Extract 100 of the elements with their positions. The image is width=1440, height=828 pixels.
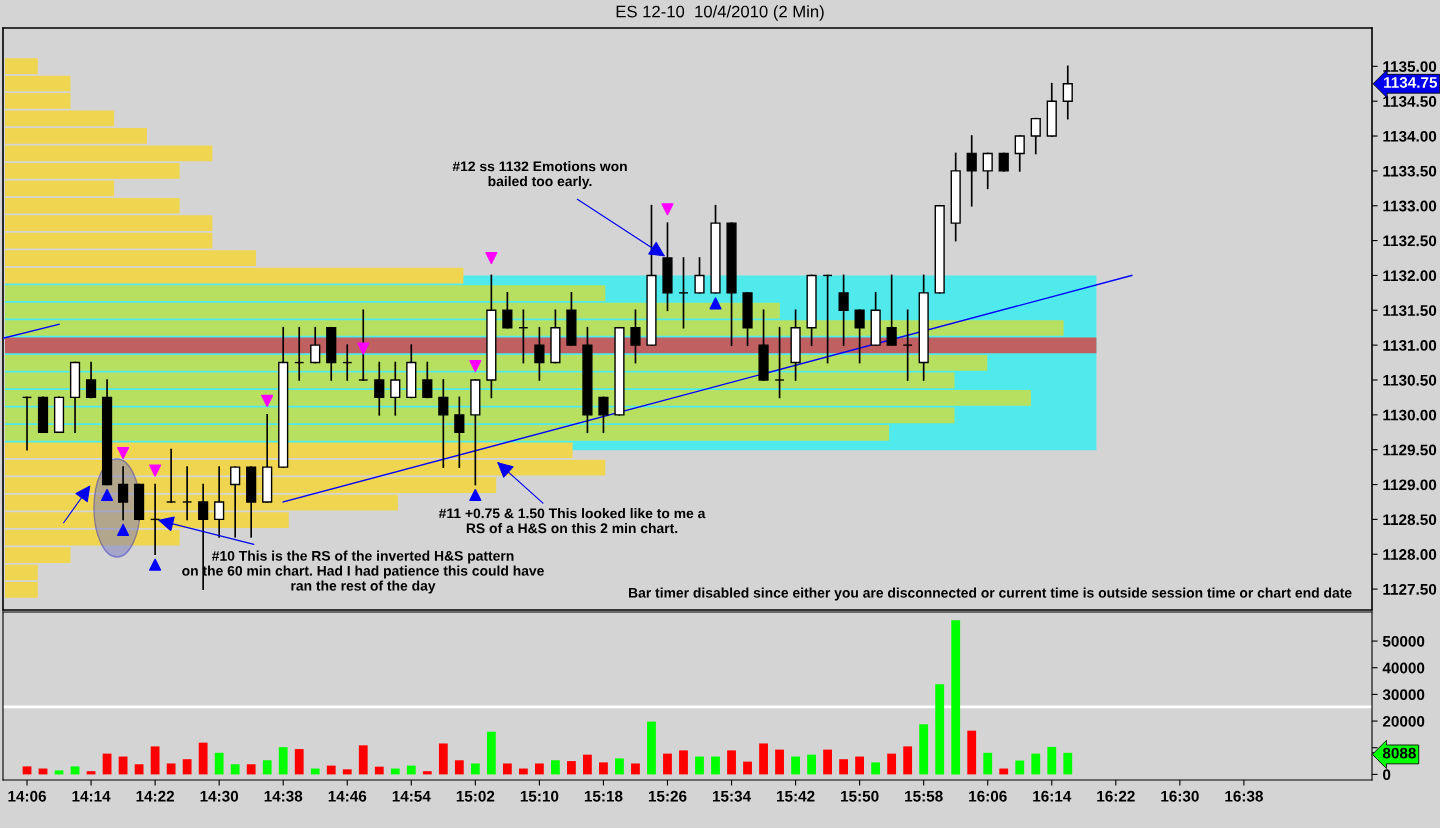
y-tick-label: 1130.50 [1383, 374, 1437, 386]
y-tick-label: 1128.00 [1383, 549, 1437, 560]
annotation: Bar timer disabled since either you are disconnected or current time is outside session time or chart end date [629, 587, 1352, 601]
bar [182, 759, 192, 775]
bar [246, 764, 256, 775]
x-tick-label: 15:34 [712, 790, 751, 802]
x-tick-label: 14:54 [392, 790, 431, 802]
bar [502, 763, 512, 775]
point [469, 488, 482, 502]
y-tick-label: 1133.50 [1383, 165, 1437, 177]
bar [214, 752, 224, 775]
x-tick-label: 14:30 [200, 790, 239, 802]
bar [230, 764, 240, 775]
bar [1015, 760, 1025, 775]
y-tick-label: 1129.50 [1383, 444, 1437, 456]
candlestick [374, 361, 385, 416]
x-tick-label: 15:50 [841, 790, 879, 802]
y-tick-label: 1130.00 [1383, 409, 1437, 421]
candlestick [630, 309, 641, 364]
candlestick [85, 361, 97, 399]
bar [486, 731, 496, 775]
candlestick [982, 152, 993, 190]
y-tick-label: 8088 [1382, 747, 1416, 759]
y-tick-label: 30000 [1382, 689, 1425, 701]
x-tick-label: 14:14 [72, 790, 111, 802]
chart-title: ES 12-10 10/4/2010 (2 Min) [616, 5, 824, 21]
candlestick [838, 274, 849, 346]
candlestick [902, 309, 913, 381]
candlestick [1030, 117, 1041, 155]
x-tick-label: 15:02 [456, 790, 495, 802]
bar [791, 756, 800, 775]
x-tick-label: 14:38 [264, 790, 303, 802]
bar [358, 745, 368, 775]
bar [551, 760, 560, 775]
candlestick [166, 448, 177, 503]
bar [454, 760, 464, 775]
point [149, 558, 162, 571]
x-tick-label: 16:30 [1161, 790, 1199, 802]
bar [871, 762, 881, 775]
bar [695, 756, 704, 775]
bar [5, 529, 180, 546]
bar [5, 564, 38, 581]
x-tick-label: 14:06 [8, 790, 46, 802]
y-tick-label: 1135.00 [1383, 61, 1437, 73]
bar [54, 770, 64, 775]
x-tick-label: 14:22 [136, 790, 175, 802]
candlestick [182, 466, 193, 521]
annotation: #12 ss 1132 Emotions won bailed too early. [452, 161, 627, 189]
point [149, 464, 162, 477]
bar [599, 762, 608, 775]
bar [1047, 746, 1057, 775]
x-tick-label: 15:58 [905, 790, 943, 802]
bar [967, 730, 977, 775]
y-tick-label: 1131.50 [1383, 305, 1437, 316]
bar [711, 756, 720, 775]
bar [807, 754, 816, 775]
bar [150, 746, 160, 775]
bar [663, 753, 672, 775]
bar [775, 749, 784, 775]
y-tick-label: 1132.00 [1383, 270, 1437, 282]
candlestick [214, 466, 225, 538]
candlestick [502, 292, 513, 329]
bar [22, 766, 32, 775]
bar [5, 547, 71, 563]
x-tick-label: 15:42 [777, 790, 815, 802]
y-tick-label: 1133.00 [1383, 200, 1437, 212]
point [485, 251, 498, 265]
bar [406, 765, 416, 775]
point [469, 359, 482, 373]
bar [134, 764, 144, 775]
candlestick [694, 257, 705, 294]
y-tick-label: 1134.50 [1383, 96, 1437, 107]
bar [1031, 753, 1041, 775]
bar [5, 93, 71, 109]
bar [887, 753, 897, 775]
bar [855, 756, 865, 775]
x-tick-label: 16:22 [1097, 790, 1135, 802]
x-tick-label: 16:38 [1225, 790, 1263, 802]
bar [166, 763, 176, 775]
candlestick [117, 466, 129, 521]
bar [342, 769, 352, 775]
point [117, 523, 130, 536]
bar [727, 750, 736, 775]
bar [5, 285, 606, 301]
candlestick [1014, 135, 1025, 172]
bar [951, 620, 961, 775]
candlestick [454, 396, 465, 468]
x-tick-label: 15:18 [584, 790, 623, 802]
x-tick-label: 15:26 [648, 790, 687, 802]
x-tick-label: 16:14 [1033, 790, 1072, 802]
bar [422, 771, 432, 775]
bar [374, 766, 384, 775]
candlestick [886, 274, 897, 346]
bar [839, 759, 849, 775]
bar [647, 721, 656, 775]
bar [615, 758, 624, 775]
bar [262, 760, 272, 775]
y-tick-label: 50000 [1382, 635, 1425, 647]
y-tick-label: 1131.00 [1383, 340, 1437, 351]
bar [5, 582, 38, 598]
